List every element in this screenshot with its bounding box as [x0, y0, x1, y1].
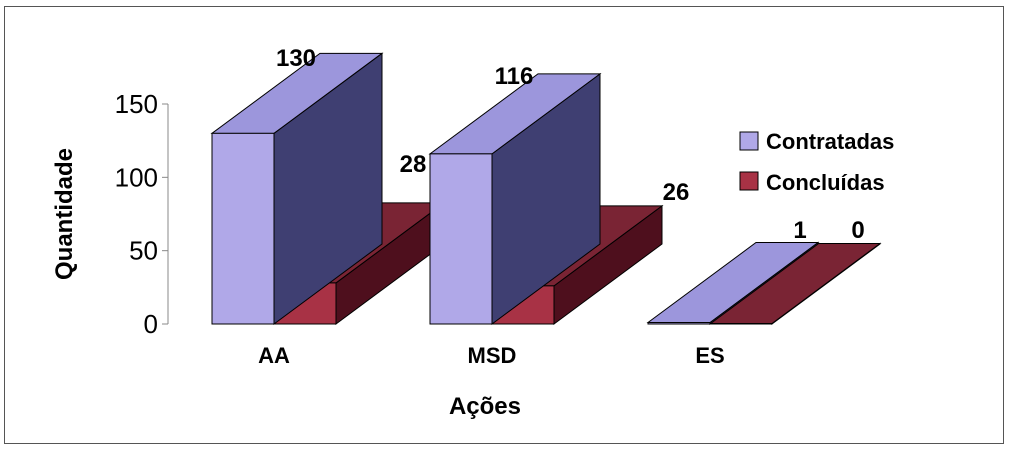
- data-label-concludas: 26: [663, 179, 690, 206]
- y-tick-label: 150: [115, 89, 158, 119]
- data-label-contratadas: 130: [276, 45, 316, 72]
- data-labels: 28 130 26 116 0 1: [276, 45, 865, 244]
- y-axis-title: Quantidade: [51, 148, 78, 280]
- y-axis: 0 50 100 150 AA MSD ES: [115, 89, 725, 368]
- bars: [210, 52, 882, 325]
- data-label-concludas: 0: [851, 217, 864, 244]
- legend: Contratadas Concluídas: [739, 129, 894, 195]
- bar-front-face: [647, 322, 711, 325]
- bar-contratadas-msd: [428, 72, 602, 325]
- y-tick-label: 50: [129, 236, 158, 266]
- data-label-contratadas: 1: [793, 217, 806, 244]
- y-tick-label: 100: [115, 162, 158, 192]
- legend-label-concluidas: Concluídas: [766, 170, 885, 195]
- x-tick-label: MSD: [468, 343, 517, 368]
- y-tick-label: 0: [144, 309, 158, 339]
- bar-front-face: [709, 323, 773, 325]
- bar-contratadas-aa: [210, 52, 384, 325]
- data-label-concludas: 28: [400, 151, 427, 178]
- legend-swatch-concluidas: [739, 171, 759, 191]
- bar-contratadas-es: [646, 241, 820, 325]
- bar-front-face: [211, 132, 275, 325]
- data-label-contratadas: 116: [495, 63, 534, 90]
- x-tick-label: ES: [695, 343, 724, 368]
- legend-swatch-contratadas: [739, 131, 759, 151]
- legend-label-contratadas: Contratadas: [766, 129, 894, 154]
- bar-front-face: [429, 153, 493, 325]
- x-axis-title: Ações: [449, 393, 521, 420]
- x-tick-label: AA: [258, 343, 290, 368]
